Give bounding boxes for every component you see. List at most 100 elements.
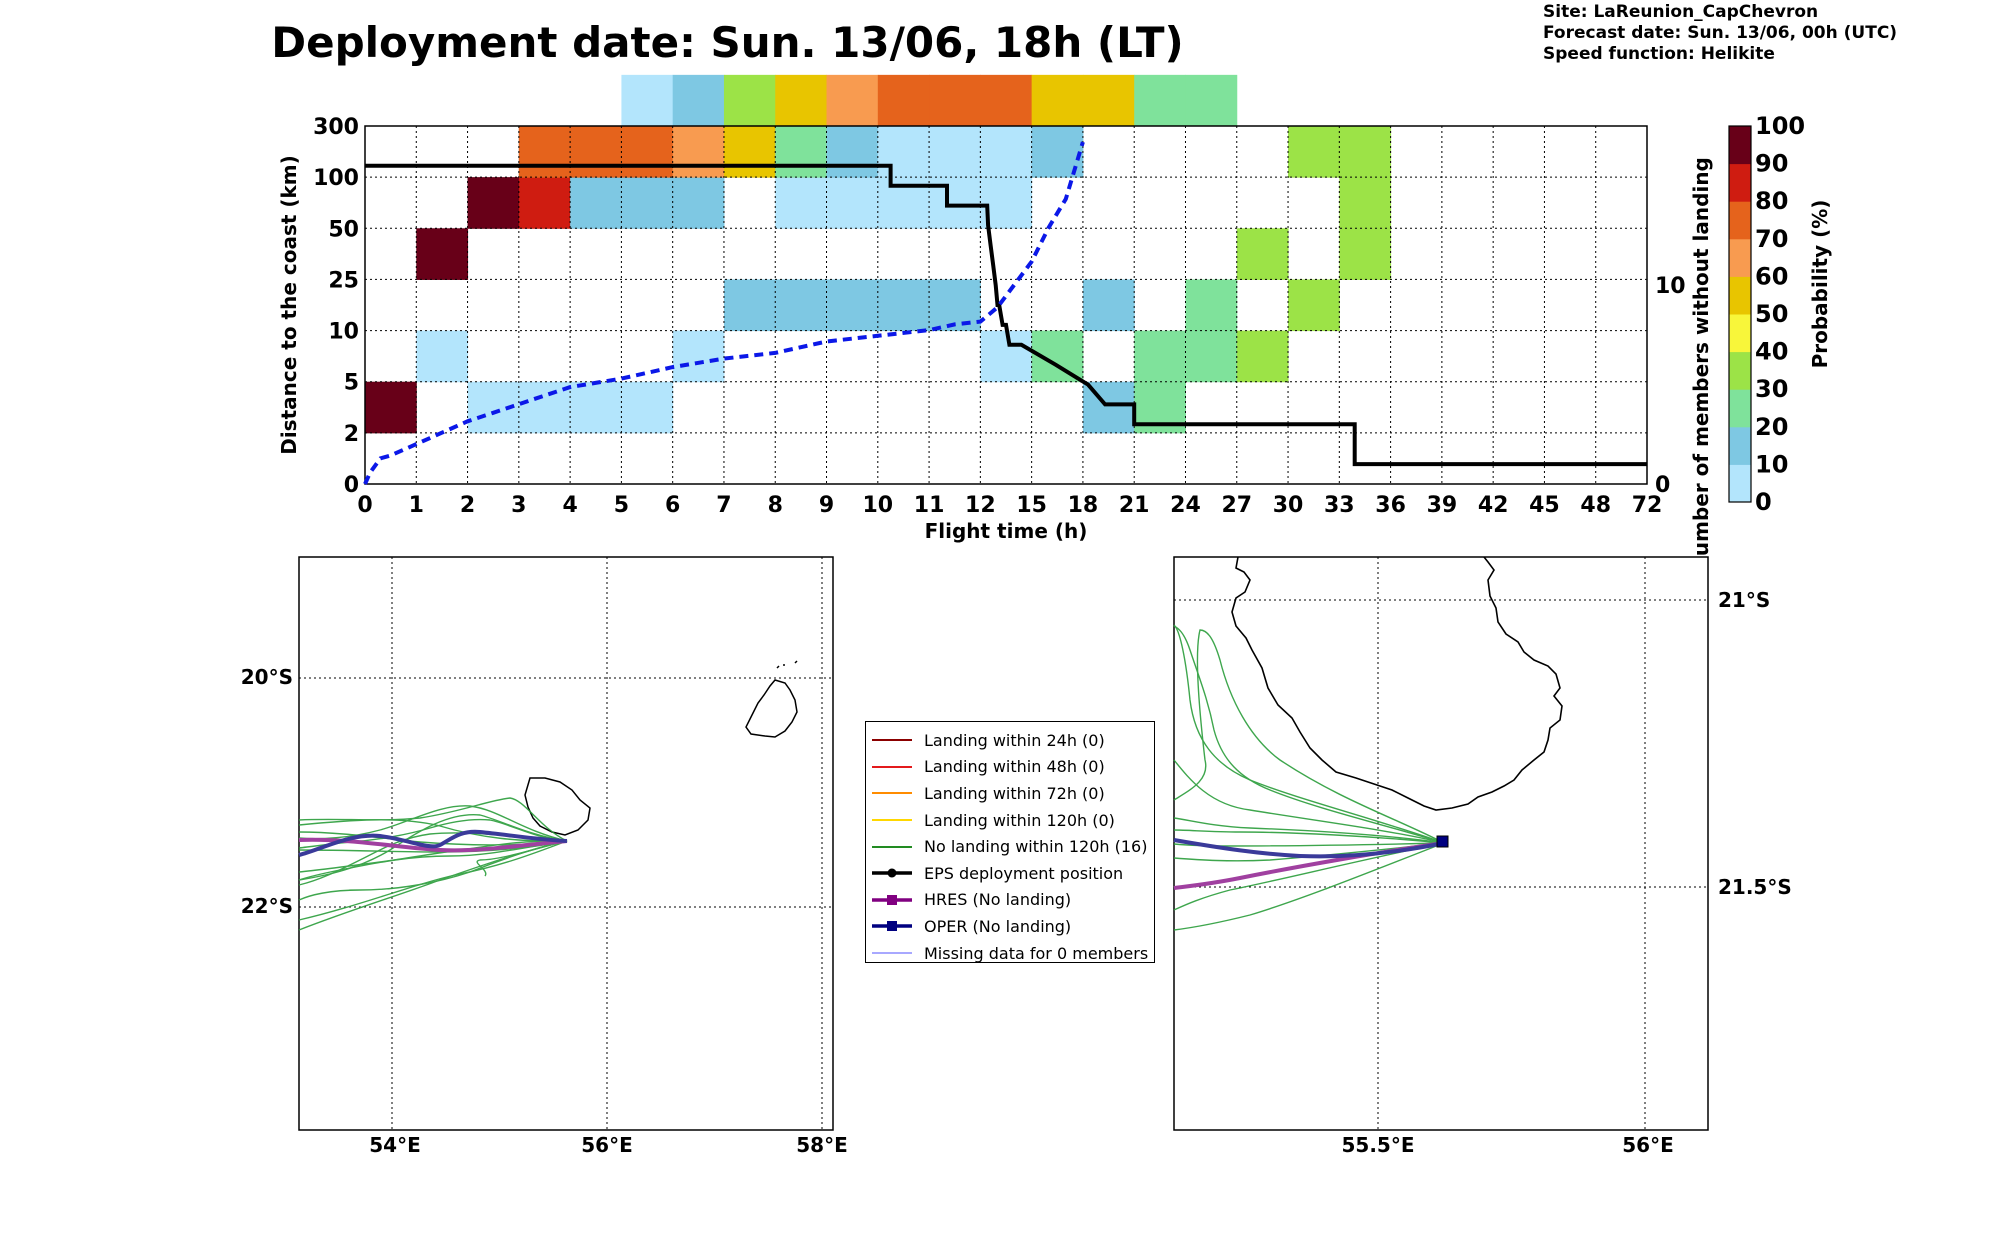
probability-heatmap: 0 1 2 3 4 5 6 7 8 9 10 11 12 15 18 21 24 27 30 33 36 39 42 45 48… (277, 74, 1713, 573)
legend-key-landing-120h (872, 811, 912, 829)
heatmap-cell (1031, 74, 1084, 127)
colorbar-tick-label: 70 (1755, 225, 1788, 253)
heatmap-cell (775, 126, 828, 178)
legend-key-marker (887, 868, 897, 878)
heatmap-cell (723, 279, 776, 332)
legend-key-hres (872, 891, 912, 909)
heatmap-cell (775, 177, 828, 229)
regional-map: 54°E 56°E 58°E 20°S 22°S (241, 556, 848, 1157)
colorbar-swatch (1729, 426, 1751, 465)
local-map: 55.5°E 56°E 21°S 21.5°S (1173, 556, 1792, 1157)
legend-key-glyph (872, 868, 912, 878)
heatmap-cell (416, 228, 469, 280)
islets (776, 660, 798, 669)
heatmap-cell (980, 126, 1033, 178)
y2-axis-label: Number of members without landing (1689, 157, 1713, 573)
heatmap-cell (518, 381, 571, 434)
heatmap-cell (518, 126, 571, 178)
x-tick-label: 72 (1632, 493, 1663, 518)
colorbar-tick-label: 80 (1755, 187, 1788, 215)
y-tick-label: 0 (344, 473, 359, 498)
colorbar-swatch (1729, 389, 1751, 428)
y-axis-label: Distance to the coast (km) (277, 155, 301, 455)
heatmap-cell (877, 279, 930, 332)
heatmap-cell (980, 330, 1033, 383)
colorbar-tick-label: 30 (1755, 375, 1788, 403)
colorbar-tick-label: 60 (1755, 262, 1788, 290)
mauritius-island (745, 679, 798, 738)
heatmap-cell (570, 126, 622, 178)
legend-label: Missing data for 0 members (924, 943, 1149, 963)
legend-label: Landing within 48h (0) (924, 757, 1105, 777)
map1-xtick-1: 56°E (581, 1133, 633, 1157)
heatmap-cell (1082, 74, 1135, 127)
legend-item: OPER (No landing) (866, 913, 1154, 940)
map2-xtick-0: 55.5°E (1341, 1133, 1414, 1157)
colorbar-label: Probability (%) (1808, 200, 1832, 369)
colorbar-swatch (1729, 201, 1751, 240)
trajectory-legend: Landing within 24h (0) Landing within 48… (865, 721, 1155, 963)
heatmap-cell (1185, 279, 1238, 332)
x-tick-label: 6 (665, 493, 680, 518)
legend-item: Landing within 48h (0) (866, 754, 1154, 781)
colorbar-swatch (1729, 163, 1751, 202)
local-map-grid (1174, 557, 1708, 1130)
legend-item: EPS deployment position (866, 860, 1154, 887)
x-tick-label: 3 (511, 493, 526, 518)
heatmap-cell (877, 126, 930, 178)
heatmap-cell (416, 330, 469, 383)
legend-key-landing-72h (872, 784, 912, 802)
colorbar-tick-label: 20 (1755, 413, 1788, 441)
heatmap-cell (365, 381, 417, 434)
local-oper-trajectory (1173, 838, 1445, 859)
heatmap-cell (672, 74, 725, 127)
heatmap-cell (672, 177, 725, 229)
heatmap-cell (1082, 279, 1135, 332)
legend-key-glyph (872, 894, 912, 905)
heatmap-cell (518, 177, 571, 229)
y-tick-label: 300 (313, 115, 359, 140)
heatmap-cell (826, 279, 879, 332)
legend-key-landing-24h (872, 731, 912, 749)
heatmap-cell (1236, 330, 1289, 383)
heatmap-cell (980, 74, 1033, 127)
y-tick-label: 25 (328, 268, 359, 293)
colorbar-tick-label: 90 (1755, 150, 1788, 178)
legend-key-marker (887, 921, 897, 932)
x-tick-label: 21 (1119, 493, 1150, 518)
speed-function-label: Speed function: Helikite (1543, 44, 1775, 64)
x-tick-label: 42 (1478, 493, 1509, 518)
legend-label: OPER (No landing) (924, 916, 1072, 936)
heatmap-cell (1185, 74, 1238, 127)
legend-key-glyph (872, 819, 912, 822)
map1-ytick-1: 22°S (241, 894, 293, 918)
legend-key-glyph (872, 921, 912, 932)
heatmap-cell (775, 74, 828, 127)
heatmap-cell (672, 126, 725, 178)
x-axis-label: Flight time (h) (925, 519, 1088, 543)
heatmap-cell (1288, 126, 1340, 178)
legend-label: HRES (No landing) (924, 890, 1072, 910)
map1-ytick-0: 20°S (241, 665, 293, 689)
legend-key-glyph (872, 845, 912, 848)
legend-label: EPS deployment position (924, 863, 1124, 883)
legend-key-oper (872, 917, 912, 935)
colorbar-swatch (1729, 351, 1751, 390)
heatmap-cell (929, 74, 981, 127)
heatmap-cell (1185, 330, 1238, 383)
heatmap-cell (1134, 74, 1186, 127)
y2-tick-label: 10 (1655, 274, 1686, 299)
x-tick-label: 2 (460, 493, 475, 518)
colorbar-tick-label: 10 (1755, 450, 1788, 478)
legend-key-glyph (872, 739, 912, 742)
legend-item: No landing within 120h (16) (866, 833, 1154, 860)
heatmap-cell (621, 74, 674, 127)
x-tick-label: 1 (409, 493, 424, 518)
x-tick-label: 33 (1324, 493, 1355, 518)
legend-label: Landing within 24h (0) (924, 730, 1105, 750)
heatmap-cell (929, 126, 981, 178)
heatmap-cell (877, 74, 930, 127)
regional-map-grid (299, 557, 833, 1130)
heatmap-cell (1288, 279, 1340, 332)
